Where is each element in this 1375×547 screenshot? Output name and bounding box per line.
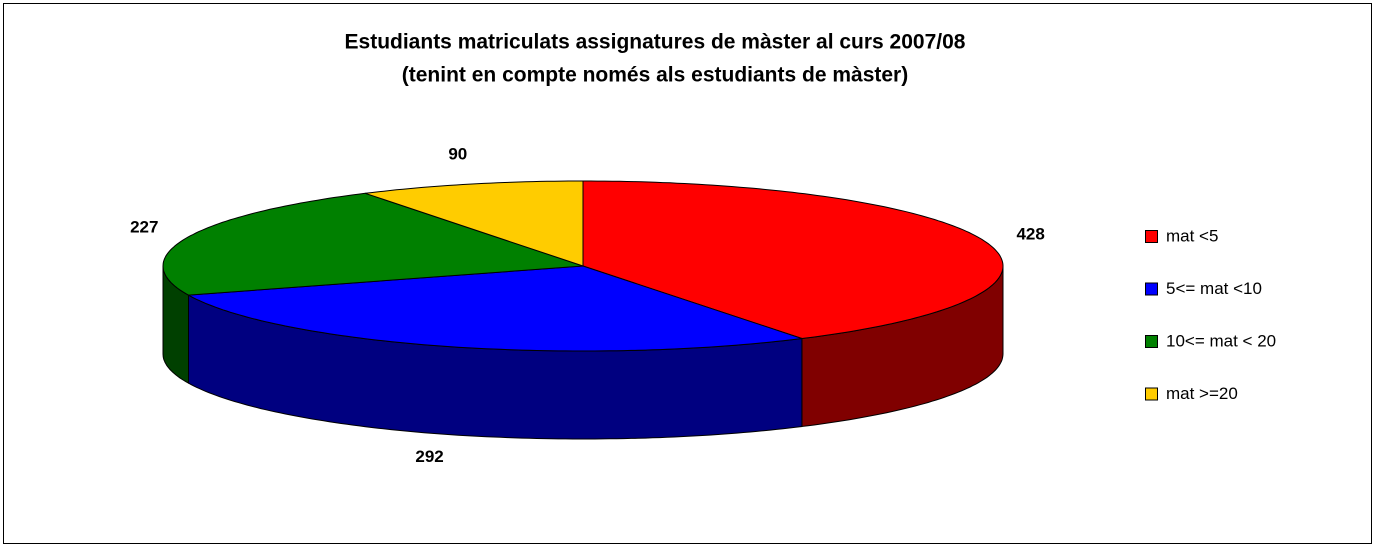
chart-subtitle: (tenint en compte només als estudiants d… [402,64,908,87]
legend-label: 10<= mat < 20 [1166,331,1276,350]
data-label: 428 [1016,224,1044,243]
legend-label: mat >=20 [1166,384,1238,403]
data-label: 292 [415,447,443,466]
legend-swatch [1145,387,1158,401]
legend-swatch [1145,282,1158,296]
pie-slice [365,180,584,267]
pie-slice [582,180,1004,340]
legend-swatch [1145,335,1158,348]
legend-label: 5<= mat <10 [1166,279,1262,298]
data-label: 227 [130,217,158,236]
pie-slice [186,265,803,352]
legend-label: mat <5 [1166,226,1218,245]
data-label: 90 [448,145,467,164]
chart-title: Estudiants matriculats assignatures de m… [345,31,966,54]
pie-slice [162,192,584,296]
legend-swatch [1145,230,1158,243]
